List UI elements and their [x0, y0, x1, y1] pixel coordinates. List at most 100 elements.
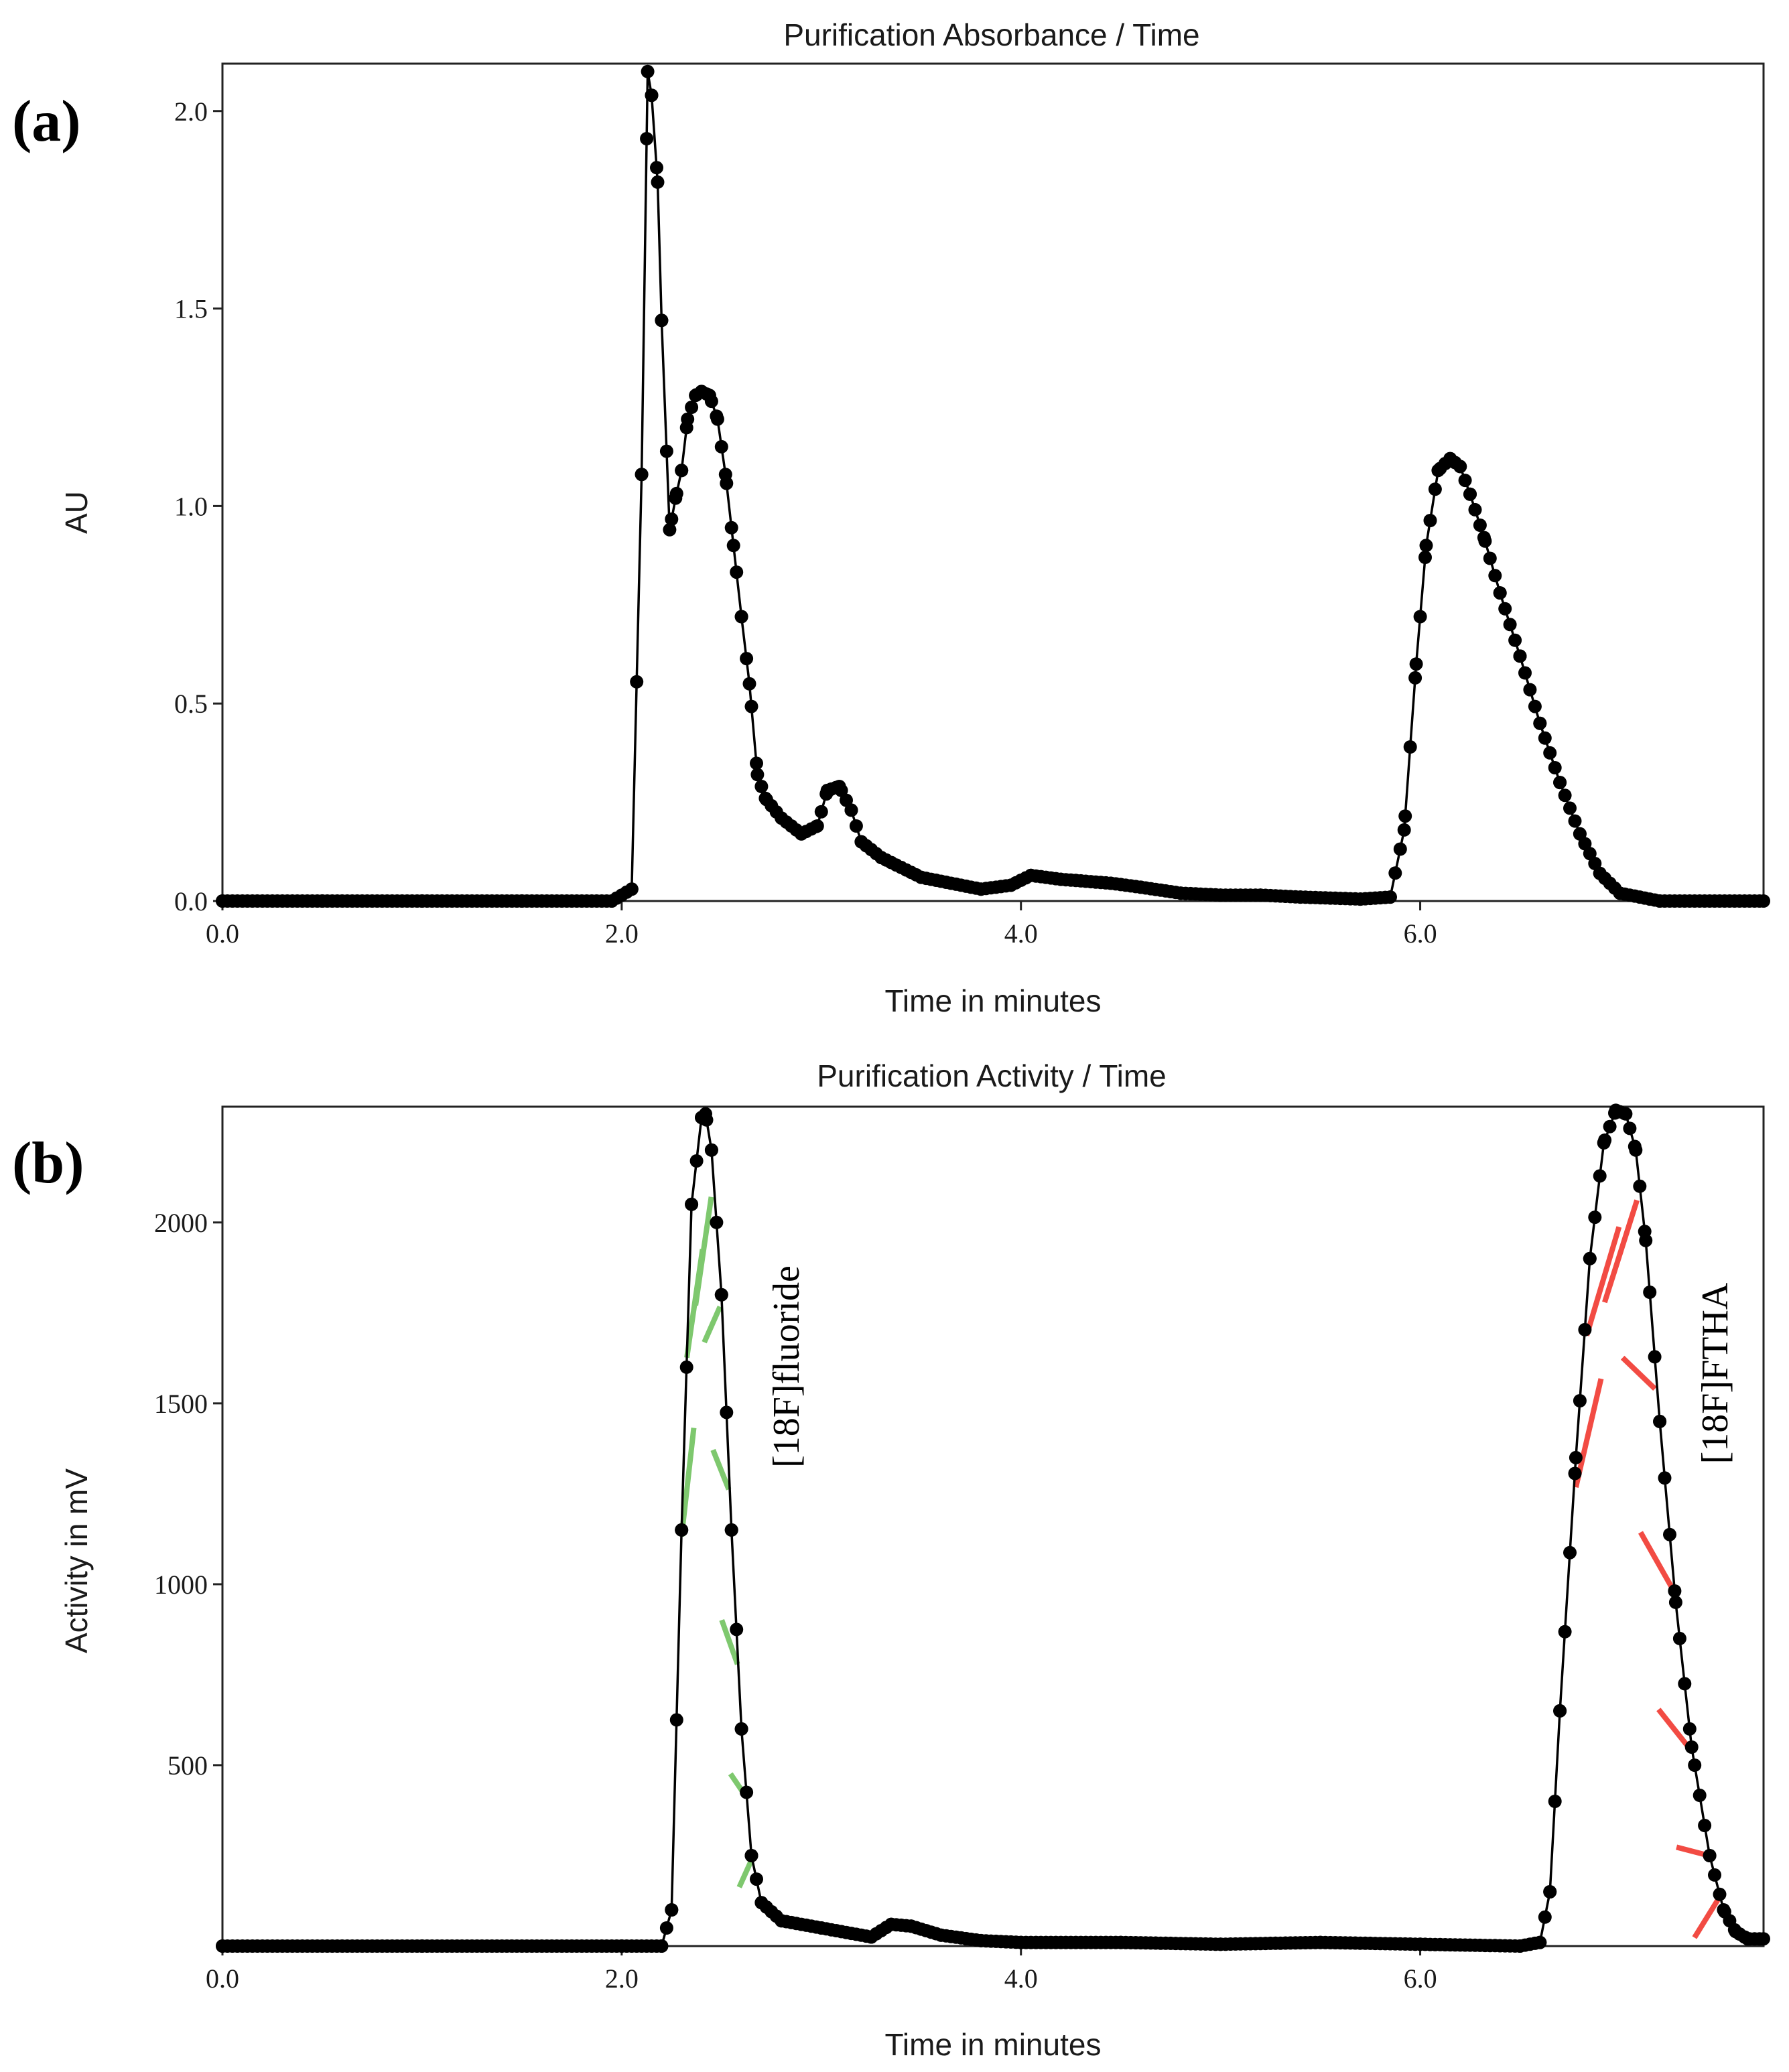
- fluoride-peak-label: [18F]fluoride: [766, 1265, 807, 1468]
- activity-y-tick-label: 1000: [154, 1570, 208, 1600]
- absorbance-point: [1388, 866, 1402, 880]
- absorbance-point: [1458, 474, 1472, 488]
- activity-data-point: [675, 1523, 689, 1537]
- activity-data-point: [1313, 1935, 1327, 1949]
- absorbance-data-point: [1174, 886, 1188, 900]
- absorbance-data-point: [775, 811, 789, 825]
- absorbance-point: [1538, 731, 1552, 745]
- fluoride-hatch-line: [736, 1859, 754, 1888]
- absorbance-data-point: [1453, 460, 1467, 474]
- activity-y-tick-label: 500: [168, 1750, 208, 1781]
- absorbance-data-point: [216, 894, 229, 908]
- absorbance-point: [730, 565, 744, 579]
- absorbance-point: [1543, 746, 1557, 760]
- absorbance-data-point: [655, 314, 669, 328]
- absorbance-data-point: [1431, 464, 1445, 478]
- absorbance-point: [640, 132, 654, 145]
- absorbance-point: [1403, 740, 1417, 754]
- activity-data-point: [1653, 1414, 1667, 1428]
- absorbance-point: [1528, 699, 1542, 713]
- activity-point: [1708, 1868, 1721, 1882]
- activity-series: [216, 1103, 1770, 1953]
- activity-data-point: [744, 1849, 758, 1862]
- absorbance-point: [1413, 610, 1427, 624]
- absorbance-point: [650, 161, 663, 175]
- activity-point: [1538, 1910, 1552, 1924]
- absorbance-data-point: [1383, 890, 1397, 904]
- absorbance-data-point: [974, 882, 988, 896]
- activity-point: [1568, 1466, 1582, 1480]
- panel-label-a: (a): [12, 89, 81, 154]
- activity-y-tick-label: 2000: [154, 1208, 208, 1238]
- absorbance-point: [1518, 666, 1532, 680]
- activity-chart-title: Purification Activity / Time: [817, 1058, 1167, 1093]
- absorbance-point: [714, 439, 728, 454]
- absorbance-point: [659, 444, 673, 458]
- absorbance-x-tick-label: 6.0: [1404, 918, 1437, 949]
- absorbance-data-point: [844, 803, 858, 817]
- absorbance-line: [222, 71, 1764, 902]
- absorbance-point: [754, 780, 769, 793]
- absorbance-data-point: [702, 389, 716, 403]
- absorbance-y-tick-label: 1.5: [174, 294, 208, 324]
- absorbance-data-point: [515, 894, 529, 908]
- absorbance-data-point: [1653, 894, 1667, 908]
- absorbance-point: [1568, 814, 1582, 828]
- activity-x-tick-label: 4.0: [1004, 1963, 1038, 1994]
- absorbance-point: [1408, 671, 1422, 685]
- absorbance-point: [630, 675, 644, 689]
- activity-data-point: [1668, 1595, 1682, 1609]
- activity-point: [720, 1405, 734, 1420]
- absorbance-data-point: [415, 894, 429, 908]
- activity-point: [1563, 1545, 1577, 1560]
- absorbance-data-point: [742, 677, 756, 691]
- absorbance-data-point: [1593, 866, 1607, 880]
- absorbance-y-axis-label: AU: [59, 491, 94, 534]
- absorbance-data-point: [750, 768, 765, 782]
- absorbance-data-point: [1533, 716, 1547, 730]
- activity-x-tick-label: 2.0: [605, 1963, 639, 1994]
- absorbance-point: [840, 793, 853, 807]
- activity-point: [1693, 1789, 1707, 1802]
- absorbance-data-point: [1293, 890, 1307, 904]
- absorbance-data-point: [1553, 776, 1567, 790]
- absorbance-point: [724, 521, 738, 535]
- absorbance-data-point: [1254, 888, 1268, 902]
- activity-data-point: [1213, 1937, 1228, 1951]
- absorbance-y-tick-label: 0.0: [174, 886, 208, 916]
- fluoride-hatch-line: [679, 1428, 697, 1537]
- absorbance-data-point: [1104, 876, 1118, 890]
- absorbance-data-point: [874, 851, 888, 865]
- activity-data-point: [655, 1939, 669, 1953]
- absorbance-data-point: [914, 870, 928, 884]
- absorbance-data-point: [675, 464, 689, 478]
- ftha-hatch-line: [1620, 1355, 1657, 1391]
- activity-data-point: [1629, 1143, 1643, 1157]
- activity-data-point: [1729, 1925, 1743, 1939]
- absorbance-point: [1468, 502, 1482, 516]
- activity-data-point: [415, 1939, 429, 1953]
- activity-data-point: [1597, 1136, 1611, 1150]
- absorbance-data-point: [1493, 586, 1507, 600]
- absorbance-data-point: [710, 412, 724, 426]
- absorbance-chart-title: Purification Absorbance / Time: [783, 17, 1199, 52]
- activity-data-point: [934, 1928, 948, 1942]
- absorbance-point: [1483, 551, 1497, 565]
- absorbance-point: [849, 819, 863, 833]
- activity-point: [669, 1713, 683, 1727]
- activity-point: [1682, 1722, 1697, 1736]
- absorbance-y-tick-label: 2.0: [174, 96, 208, 127]
- absorbance-x-axis-label: Time in minutes: [885, 983, 1102, 1018]
- absorbance-data-point: [1477, 531, 1491, 545]
- activity-data-point: [724, 1523, 738, 1537]
- absorbance-y-axis: 0.0 0.5 1.0 1.5 2.0: [174, 96, 222, 916]
- activity-data-point: [1583, 1251, 1597, 1265]
- absorbance-plot-frame: [221, 62, 1765, 902]
- activity-data-point: [775, 1914, 789, 1928]
- activity-data-point: [1619, 1107, 1633, 1121]
- activity-data-point: [1413, 1937, 1427, 1951]
- activity-data-point: [1703, 1849, 1717, 1862]
- absorbance-data-point: [1443, 452, 1457, 466]
- absorbance-data-point: [1397, 823, 1411, 837]
- activity-x-axis: 0.0 2.0 4.0 6.0: [206, 1946, 1437, 1994]
